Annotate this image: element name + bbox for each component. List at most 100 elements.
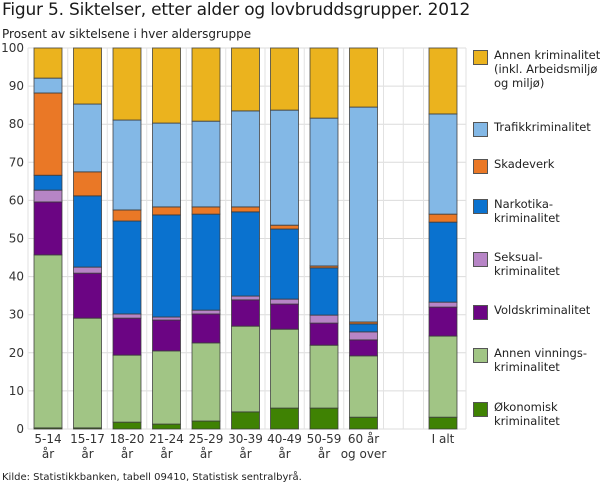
x-tick-label-line2: år xyxy=(42,447,54,461)
y-tick-label: 60 xyxy=(9,193,24,207)
legend-label: Seksual- kriminalitet xyxy=(494,250,560,278)
y-tick-label: 70 xyxy=(9,155,24,169)
legend-label: Annen vinnings- kriminalitet xyxy=(494,346,587,374)
bars xyxy=(33,47,458,430)
bar-segment xyxy=(428,221,458,303)
legend-label: Skadeverk xyxy=(494,157,555,171)
legend-swatch xyxy=(473,305,488,320)
bar-segment xyxy=(349,331,378,341)
x-tick-label: 50-59 xyxy=(307,432,342,446)
bar-segment xyxy=(73,266,102,274)
x-tick-label: 40-49 xyxy=(267,432,302,446)
bar-segment xyxy=(231,211,260,297)
y-tick-label: 30 xyxy=(9,308,24,322)
chart-title: Figur 5. Siktelser, etter alder og lovbr… xyxy=(2,0,471,20)
bar-segment xyxy=(349,47,378,108)
bar-segment xyxy=(231,295,260,301)
legend-label: Trafikkriminalitet xyxy=(494,120,591,134)
legend-swatch xyxy=(473,348,488,363)
bar-segment xyxy=(270,298,299,305)
bar-segment xyxy=(112,47,142,121)
x-tick-label: 5-14 xyxy=(34,432,61,446)
x-tick-label-line2: år xyxy=(278,447,290,461)
legend-item: Økonomisk kriminalitet xyxy=(473,400,560,428)
bar-segment xyxy=(349,416,378,430)
legend-item: Narkotika- kriminalitet xyxy=(473,197,560,225)
bar-segment xyxy=(349,355,378,418)
legend-item: Annen kriminalitet (inkl. Arbeidsmiljø o… xyxy=(473,48,600,90)
x-tick-label-line2: år xyxy=(160,447,172,461)
x-tick-label-line2: år xyxy=(200,447,212,461)
legend-item: Seksual- kriminalitet xyxy=(473,250,560,278)
legend-swatch xyxy=(473,159,488,174)
bar-segment xyxy=(428,213,458,223)
bar-segment xyxy=(270,303,299,330)
legend-label: Voldskriminalitet xyxy=(494,303,591,317)
bar-segment xyxy=(309,117,339,267)
legend-label: Annen kriminalitet (inkl. Arbeidsmiljø o… xyxy=(494,48,601,90)
x-tick-label-line2: år xyxy=(121,447,133,461)
bar-segment xyxy=(33,92,63,176)
bar-segment xyxy=(112,119,142,211)
bar-segment xyxy=(309,407,339,430)
x-tick-label: 15-17 xyxy=(70,432,105,446)
bar-segment xyxy=(231,411,260,430)
bar-segment xyxy=(152,319,181,352)
bar-segment xyxy=(152,47,181,124)
y-tick-label: 40 xyxy=(9,270,24,284)
bar-segment xyxy=(428,301,458,308)
bar-segment xyxy=(33,77,63,94)
bar-segment xyxy=(112,354,142,423)
legend-item: Voldskriminalitet xyxy=(473,303,590,320)
y-axis: 0 10 20 30 40 50 60 70 80 90 100 xyxy=(1,41,24,436)
x-tick-label-line2: år xyxy=(239,447,251,461)
y-tick-label: 90 xyxy=(9,79,24,93)
bar-segment xyxy=(33,189,63,203)
bar-segment xyxy=(33,174,63,191)
x-tick-label: 18-20 xyxy=(110,432,145,446)
bar-segment xyxy=(191,47,221,122)
bar-segment xyxy=(270,228,299,300)
bar-segment xyxy=(428,335,458,418)
x-tick-label: 30-39 xyxy=(228,432,263,446)
bar-segment xyxy=(428,113,458,215)
bar-segment xyxy=(309,47,339,119)
bar-segment xyxy=(309,314,339,324)
bar-segment xyxy=(231,206,260,213)
legend-label: Narkotika- kriminalitet xyxy=(494,197,560,225)
y-tick-label: 10 xyxy=(9,384,24,398)
bar-segment xyxy=(270,407,299,430)
bar-segment xyxy=(73,103,102,173)
legend-swatch xyxy=(473,199,488,214)
bar-segment xyxy=(270,109,299,226)
bar-segment xyxy=(33,47,63,79)
bar-segment xyxy=(428,416,458,430)
bar-segment xyxy=(73,317,102,429)
y-tick-label: 50 xyxy=(9,232,24,246)
bar-segment xyxy=(191,120,221,208)
bar-segment xyxy=(112,220,142,315)
bar-segment xyxy=(191,420,221,430)
bar-segment xyxy=(349,323,378,333)
legend-swatch xyxy=(473,122,488,137)
x-tick-label: 21-24 xyxy=(149,432,184,446)
bar-segment xyxy=(309,322,339,346)
bar-segment xyxy=(152,214,181,318)
bar-segment xyxy=(191,342,221,422)
bar-segment xyxy=(191,309,221,315)
bar-segment xyxy=(270,47,299,111)
bar-segment xyxy=(231,110,260,208)
bar-segment xyxy=(112,421,142,430)
bar-segment xyxy=(152,423,181,430)
y-tick-label: 100 xyxy=(1,41,24,55)
y-tick-label: 80 xyxy=(9,117,24,131)
bar-segment xyxy=(112,313,142,319)
bar-segment xyxy=(270,328,299,409)
x-tick-label: I alt xyxy=(432,432,455,446)
bar-segment xyxy=(112,209,142,222)
legend-swatch xyxy=(473,252,488,267)
legend-swatch xyxy=(473,50,488,65)
bar-segment xyxy=(428,306,458,337)
bar-segment xyxy=(152,350,181,425)
bar-segment xyxy=(231,299,260,327)
